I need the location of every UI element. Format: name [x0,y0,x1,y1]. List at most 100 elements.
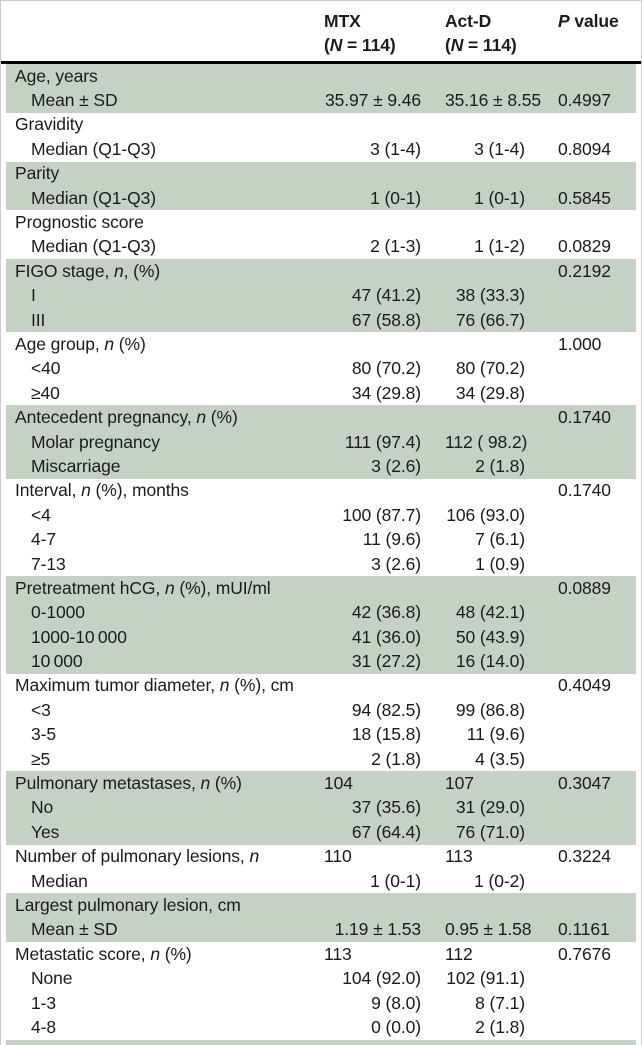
table-row: I 47 (41.2) 38 (33.3) [6,284,636,308]
cell-mtx: 9 (8.0) [371,992,421,1013]
table-row: 0-1000 42 (36.8) 48 (42.1) [6,601,636,625]
cell-actd: 48 (42.1) [455,602,525,623]
cell-mtx: 111 (97.4) [344,431,421,452]
row-label: Median (Q1-Q3) [31,138,157,159]
row-label: None [31,968,73,989]
table-row: Pretreatment hCG, n (%), mUI/ml 0.0889 [6,576,636,600]
table-row: Parity [6,162,636,186]
table-row: 4-7 11 (9.6) 7 (6.1) [6,527,636,551]
row-label: Yes [31,821,60,842]
cell-mtx: 41 (36.0) [351,626,421,647]
cell-actd: 112 ( 98.2) [445,431,528,452]
table-row: Number of pulmonary lesions, n 110 113 0.32… [6,845,636,869]
cell-pvalue: 0.1161 [558,919,610,940]
table-row: Median (Q1-Q3) 1 (0-1) 1 (0-1) 0.5845 [6,186,636,210]
cell-pvalue: 0.1740 [558,407,611,428]
row-label: Age group, n (%) [15,333,146,354]
cell-actd: 38 (33.3) [455,285,525,306]
header-empty-cell [6,9,324,61]
bottom-partial-stripe [6,1039,636,1045]
cell-pvalue: 1.000 [558,333,602,354]
cell-pvalue: 0.7676 [558,943,611,964]
cell-actd: 112 [445,943,473,964]
row-label: Pretreatment hCG, n (%), mUI/ml [15,577,271,598]
cell-pvalue: 0.5845 [558,187,611,208]
row-label: <3 [31,699,51,720]
row-label: Median (Q1-Q3) [31,187,157,208]
cell-mtx: 47 (41.2) [351,285,421,306]
row-label: 1-3 [31,992,56,1013]
cell-mtx: 42 (36.8) [351,602,421,623]
table-row: 3-5 18 (15.8) 11 (9.6) [6,723,636,747]
table-row: Mean ± SD 1.19 ± 1.53 0.95 ± 1.58 0.1161 [6,918,636,942]
cell-actd: 113 [445,846,473,867]
row-label: Largest pulmonary lesion, cm [15,894,241,915]
cell-mtx: 100 (87.7) [342,504,421,525]
row-label: 0-1000 [31,602,85,623]
cell-actd: 50 (43.9) [455,626,525,647]
table-row: Molar pregnancy 111 (97.4) 112 ( 98.2) [6,430,636,454]
table-group: Interval, n (%), months 0.1740 <4 100 (87.7… [6,479,636,577]
cell-actd: 106 (93.0) [446,504,525,525]
table-row: 4-8 0 (0.0) 2 (1.8) [6,1015,636,1039]
table-row: None 104 (92.0) 102 (91.1) [6,966,636,990]
table-row: Median 1 (0-1) 1 (0-2) [6,869,636,893]
table-group: Parity Median (Q1-Q3) 1 (0-1) 1 (0-1) 0.5845 [6,161,636,211]
row-label: 3-5 [31,724,56,745]
cell-mtx: 35.97 ± 9.46 [325,90,421,111]
cell-actd: 102 (91.1) [446,968,525,989]
row-label: No [31,797,54,818]
row-label: Number of pulmonary lesions, n [15,846,260,867]
cell-actd: 3 (1-4) [474,138,525,159]
table-row: Metastatic score, n (%) 113 112 0.7676 [6,942,636,966]
cell-actd: 0.95 ± 1.58 [445,919,532,940]
column-gap [421,9,445,61]
cell-mtx: 1 (0-1) [370,870,421,891]
table-row: Gravidity [6,113,636,137]
table-row: Age, years [6,64,636,88]
row-label: 4-7 [31,529,56,550]
row-label: ≥40 [31,382,60,403]
cell-actd: 76 (66.7) [455,309,525,330]
row-label: 1000-10 000 [31,626,127,647]
table-group: Maximum tumor diameter, n (%), cm 0.4049 <… [6,674,636,772]
row-label: Median [31,870,88,891]
row-label: Pulmonary metastases, n (%) [15,773,242,794]
row-label: Median (Q1-Q3) [31,236,157,257]
row-label: Mean ± SD [31,90,118,111]
table-group: Metastatic score, n (%) 113 112 0.7676 None 1… [6,942,636,1040]
row-label: Maximum tumor diameter, n (%), cm [15,675,294,696]
cell-mtx: 3 (1-4) [370,138,421,159]
table-row: Pulmonary metastases, n (%) 104 107 0.3047 [6,771,636,795]
cell-actd: 1 (0-1) [474,187,525,208]
cell-pvalue: 0.0889 [558,577,611,598]
row-label: Molar pregnancy [31,431,160,452]
table-group: FIGO stage, n, (%) 0.2192 I 47 (41.2) 38 (33… [6,259,636,333]
table-row: Maximum tumor diameter, n (%), cm 0.4049 [6,674,636,698]
row-label: Miscarriage [31,455,121,476]
table-row: Largest pulmonary lesion, cm [6,893,636,917]
cell-mtx: 104 (92.0) [342,968,421,989]
table-row: No 37 (35.6) 31 (29.0) [6,796,636,820]
cell-actd: 1 (0.9) [475,553,525,574]
cell-mtx: 1 (0-1) [370,187,421,208]
cell-mtx: 31 (27.2) [351,651,421,672]
table-row: III 67 (58.8) 76 (66.7) [6,308,636,332]
table-row: Yes 67 (64.4) 76 (71.0) [6,820,636,844]
cell-mtx: 3 (2.6) [371,553,421,574]
table-row: ≥40 34 (29.8) 34 (29.8) [6,381,636,405]
cell-actd: 2 (1.8) [475,455,525,476]
cell-mtx: 34 (29.8) [351,382,421,403]
cell-actd: 7 (6.1) [475,529,525,550]
table-row: Interval, n (%), months 0.1740 [6,479,636,503]
cell-mtx: 113 [324,943,352,964]
cell-mtx: 37 (35.6) [351,797,421,818]
table-row: Age group, n (%) 1.000 [6,332,636,356]
table-group: Age group, n (%) 1.000 <40 80 (70.2) 80 (70.… [6,332,636,405]
table-body: Age, years Mean ± SD 35.97 ± 9.46 35.16 ± 8… [1,64,641,1040]
cell-pvalue: 0.4049 [558,675,611,696]
row-label: FIGO stage, n, (%) [15,260,161,281]
row-label: Mean ± SD [31,919,118,940]
header-rule [1,61,641,64]
